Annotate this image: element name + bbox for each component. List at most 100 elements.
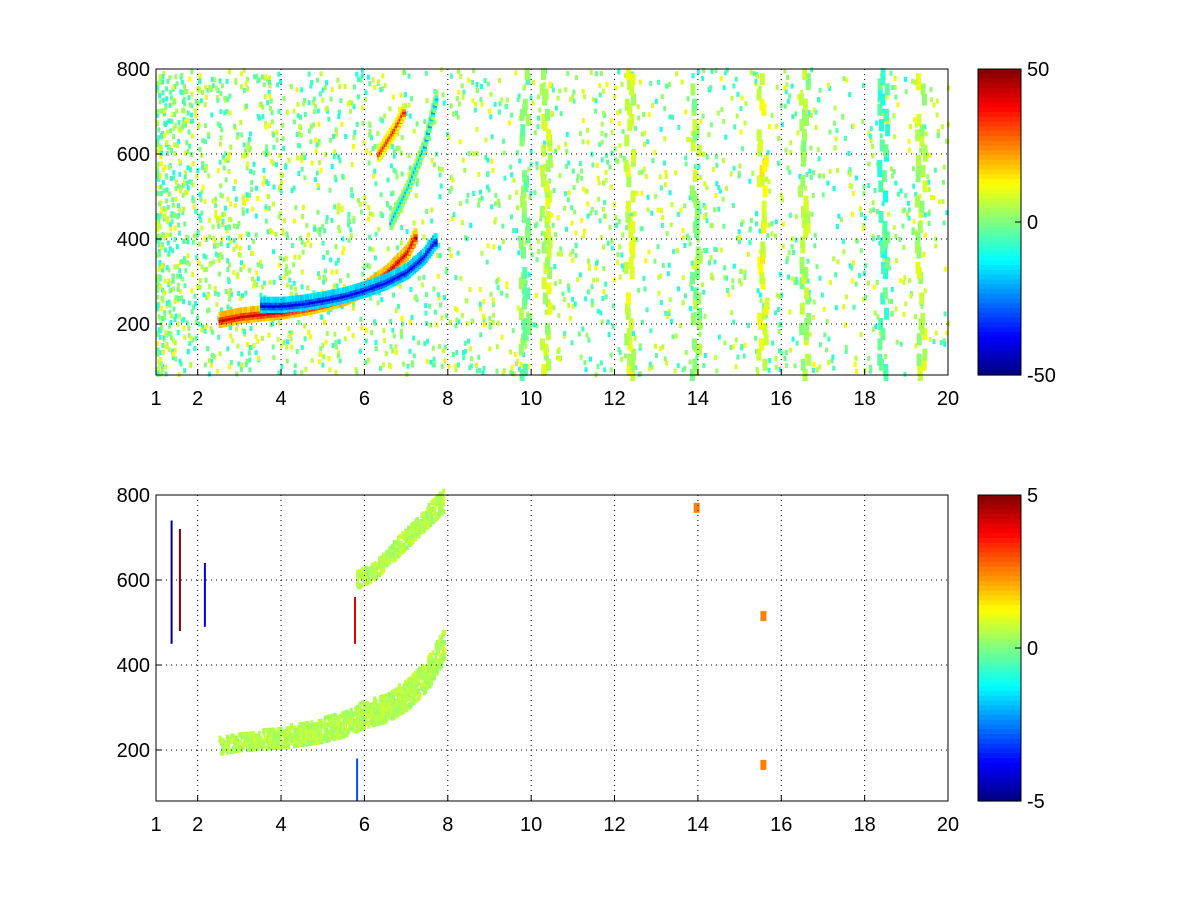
heatmap-cell bbox=[789, 347, 793, 353]
heatmap-cell bbox=[799, 323, 805, 336]
heatmap-cell bbox=[455, 110, 458, 116]
heatmap-cell bbox=[617, 347, 621, 353]
heatmap-cell bbox=[585, 332, 589, 338]
heatmap-cell bbox=[784, 147, 788, 153]
heatmap-cell bbox=[316, 77, 319, 83]
heatmap-cell bbox=[392, 694, 396, 700]
heatmap-cell bbox=[176, 273, 179, 279]
heatmap-cell bbox=[625, 225, 629, 231]
heatmap-cell bbox=[310, 358, 314, 363]
colorbar-segment bbox=[978, 236, 1021, 242]
heatmap-cell bbox=[169, 232, 173, 238]
heatmap-cell bbox=[217, 257, 221, 263]
heatmap-cell bbox=[565, 132, 569, 138]
heatmap-cell bbox=[694, 216, 700, 228]
heatmap-cell bbox=[476, 88, 479, 94]
heatmap-cell bbox=[919, 147, 923, 153]
heatmap-cell bbox=[807, 289, 811, 295]
heatmap-cell bbox=[295, 742, 299, 748]
heatmap-cell bbox=[337, 350, 341, 356]
heatmap-cell bbox=[756, 73, 760, 79]
heatmap-cell bbox=[360, 67, 364, 73]
heatmap-cell bbox=[277, 370, 281, 376]
heatmap-cell bbox=[265, 144, 269, 150]
heatmap-cell bbox=[668, 81, 672, 87]
heatmap-cell bbox=[438, 172, 442, 178]
heatmap-cell bbox=[179, 361, 183, 367]
heatmap-cell bbox=[642, 112, 646, 117]
heatmap-cell bbox=[245, 231, 249, 237]
heatmap-cell bbox=[701, 113, 705, 119]
heatmap-cell bbox=[657, 274, 661, 280]
heatmap-cell bbox=[668, 190, 672, 196]
heatmap-cell bbox=[801, 108, 807, 121]
heatmap-cell bbox=[437, 242, 441, 248]
heatmap-cell bbox=[558, 279, 562, 285]
heatmap-cell bbox=[299, 155, 303, 161]
heatmap-cell bbox=[391, 327, 395, 333]
heatmap-cell bbox=[300, 269, 304, 275]
heatmap-cell bbox=[268, 105, 272, 111]
heatmap-cell bbox=[358, 704, 362, 709]
heatmap-cell bbox=[775, 123, 778, 129]
heatmap-cell bbox=[180, 73, 184, 78]
heatmap-cell bbox=[883, 363, 889, 376]
heatmap-cell bbox=[156, 88, 159, 94]
heatmap-cell bbox=[299, 132, 303, 138]
heatmap-cell bbox=[646, 139, 650, 145]
heatmap-cell bbox=[328, 187, 332, 193]
heatmap-cell bbox=[173, 123, 177, 129]
heatmap-cell bbox=[732, 263, 736, 269]
heatmap-cell bbox=[161, 367, 165, 372]
heatmap-cell bbox=[830, 358, 834, 364]
heatmap-cell bbox=[809, 113, 813, 118]
heatmap-cell bbox=[657, 79, 660, 85]
heatmap-cell bbox=[683, 203, 687, 209]
heatmap-cell bbox=[233, 179, 237, 185]
heatmap-cell bbox=[213, 285, 217, 291]
heatmap-cell bbox=[216, 242, 220, 248]
heatmap-cell bbox=[500, 97, 504, 103]
heatmap-cell bbox=[412, 128, 416, 134]
heatmap-cell bbox=[478, 368, 481, 374]
heatmap-cell bbox=[746, 251, 750, 257]
heatmap-cell bbox=[794, 276, 798, 282]
heatmap-cell bbox=[366, 263, 370, 269]
heatmap-cell bbox=[158, 335, 162, 340]
heatmap-cell bbox=[165, 96, 169, 102]
colorbar-segment bbox=[978, 336, 1021, 343]
heatmap-cell bbox=[609, 118, 613, 124]
heatmap-cell bbox=[179, 184, 183, 190]
heatmap-cell bbox=[272, 249, 276, 255]
heatmap-cell bbox=[301, 726, 305, 732]
heatmap-cell bbox=[599, 310, 603, 316]
heatmap-cell bbox=[933, 167, 937, 173]
heatmap-cell bbox=[862, 270, 866, 276]
heatmap-cell bbox=[493, 219, 497, 225]
heatmap-cell bbox=[505, 284, 509, 289]
heatmap-cell bbox=[186, 149, 190, 154]
heatmap-cell bbox=[621, 263, 624, 269]
heatmap-cell bbox=[885, 231, 891, 244]
heatmap-cell bbox=[402, 708, 406, 714]
heatmap-cell bbox=[822, 306, 826, 312]
heatmap-cell bbox=[589, 210, 593, 216]
heatmap-cell bbox=[164, 364, 168, 370]
heatmap-cell bbox=[325, 105, 329, 111]
heatmap-cell bbox=[316, 183, 320, 188]
heatmap-cell bbox=[693, 287, 699, 300]
heatmap-cell bbox=[352, 216, 356, 221]
heatmap-cell bbox=[339, 714, 343, 719]
heatmap-cell bbox=[171, 100, 175, 106]
heatmap-cell bbox=[688, 137, 692, 143]
heatmap-cell bbox=[453, 306, 457, 312]
heatmap-cell bbox=[188, 300, 192, 306]
heatmap-cell bbox=[795, 340, 799, 346]
heatmap-cell bbox=[879, 119, 884, 132]
heatmap-cell bbox=[352, 84, 356, 90]
heatmap-cell bbox=[203, 102, 207, 108]
heatmap-cell bbox=[535, 165, 539, 171]
heatmap-cell bbox=[684, 161, 688, 167]
heatmap-cell bbox=[177, 127, 181, 133]
